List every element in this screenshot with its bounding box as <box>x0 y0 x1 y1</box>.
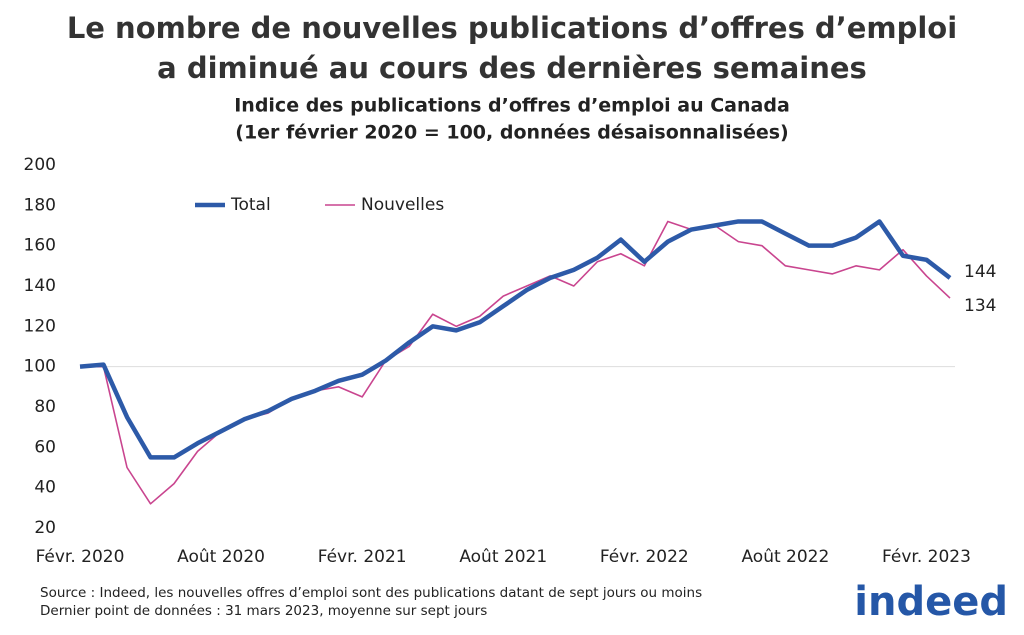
x-tick-label: Févr. 2023 <box>882 547 971 567</box>
y-tick-label: 20 <box>34 518 56 538</box>
chart-subtitle: (1er février 2020 = 100, données désaiso… <box>235 122 788 144</box>
x-tick-label: Août 2020 <box>177 547 265 567</box>
x-tick-label: Févr. 2021 <box>318 547 407 567</box>
legend-label: Total <box>230 195 271 215</box>
y-tick-label: 80 <box>34 397 56 417</box>
chart-subtitle: Indice des publications d’offres d’emplo… <box>234 95 790 117</box>
source: Source : Indeed, les nouvelles offres d’… <box>40 585 702 601</box>
x-tick-label: Févr. 2020 <box>36 547 125 567</box>
x-tick-label: Août 2021 <box>459 547 547 567</box>
x-tick-label: Févr. 2022 <box>600 547 689 567</box>
note: Dernier point de données : 31 mars 2023,… <box>40 603 487 619</box>
x-tick-label: Août 2022 <box>741 547 829 567</box>
line <box>79 219 952 460</box>
end-label: 134 <box>964 296 996 316</box>
chart-title: Le nombre de nouvelles publications d’of… <box>67 11 957 45</box>
end-label: 144 <box>964 262 996 282</box>
y-tick-label: 120 <box>24 316 56 336</box>
y-tick-label: 60 <box>34 437 56 457</box>
line <box>80 220 951 505</box>
y-tick-label: 100 <box>24 357 56 377</box>
legend-label: Nouvelles <box>361 195 444 215</box>
y-tick-label: 160 <box>24 236 56 256</box>
y-tick-label: 180 <box>24 195 56 215</box>
y-tick-label: 140 <box>24 276 56 296</box>
chart-title: a diminué au cours des dernières semaine… <box>157 51 867 85</box>
logo: indeed <box>854 579 1008 625</box>
y-tick-label: 200 <box>24 155 56 175</box>
y-tick-label: 40 <box>34 478 56 498</box>
